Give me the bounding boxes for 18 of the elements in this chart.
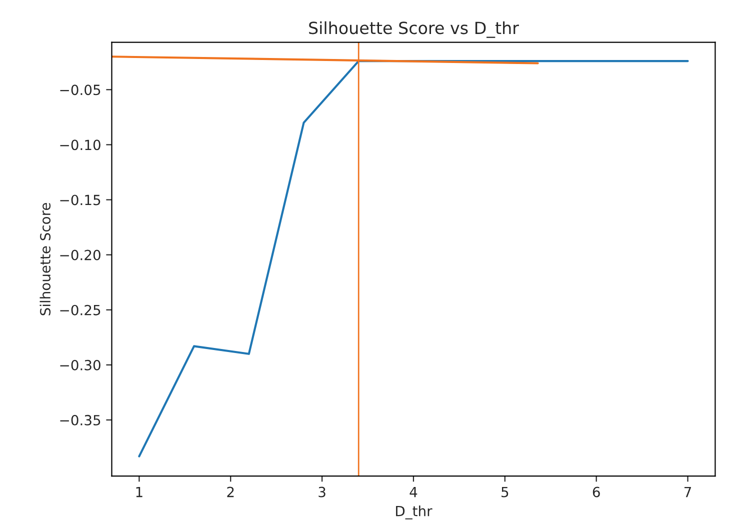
chart-title: Silhouette Score vs D_thr xyxy=(309,21,519,38)
x-tick-label: 5 xyxy=(502,486,508,498)
y-tick-label: −0.35 xyxy=(60,414,100,426)
y-tick-label: −0.15 xyxy=(60,194,100,206)
x-tick-label: 2 xyxy=(227,486,234,498)
x-tick-label: 7 xyxy=(684,486,691,498)
x-axis-title: D_thr xyxy=(396,506,432,520)
y-tick-label: −0.05 xyxy=(60,84,100,96)
x-tick-label: 1 xyxy=(136,486,142,498)
y-tick-label: −0.30 xyxy=(60,360,100,370)
x-tick-label: 3 xyxy=(318,486,326,498)
y-tick-label: −0.25 xyxy=(60,304,100,316)
x-tick-label: 6 xyxy=(592,486,600,498)
y-tick-label: −0.10 xyxy=(60,140,100,150)
line-series xyxy=(138,60,689,458)
x-tick-label: 4 xyxy=(410,486,418,498)
y-tick-label: −0.20 xyxy=(60,250,100,260)
y-axis-title: Silhouette Score xyxy=(40,202,51,316)
